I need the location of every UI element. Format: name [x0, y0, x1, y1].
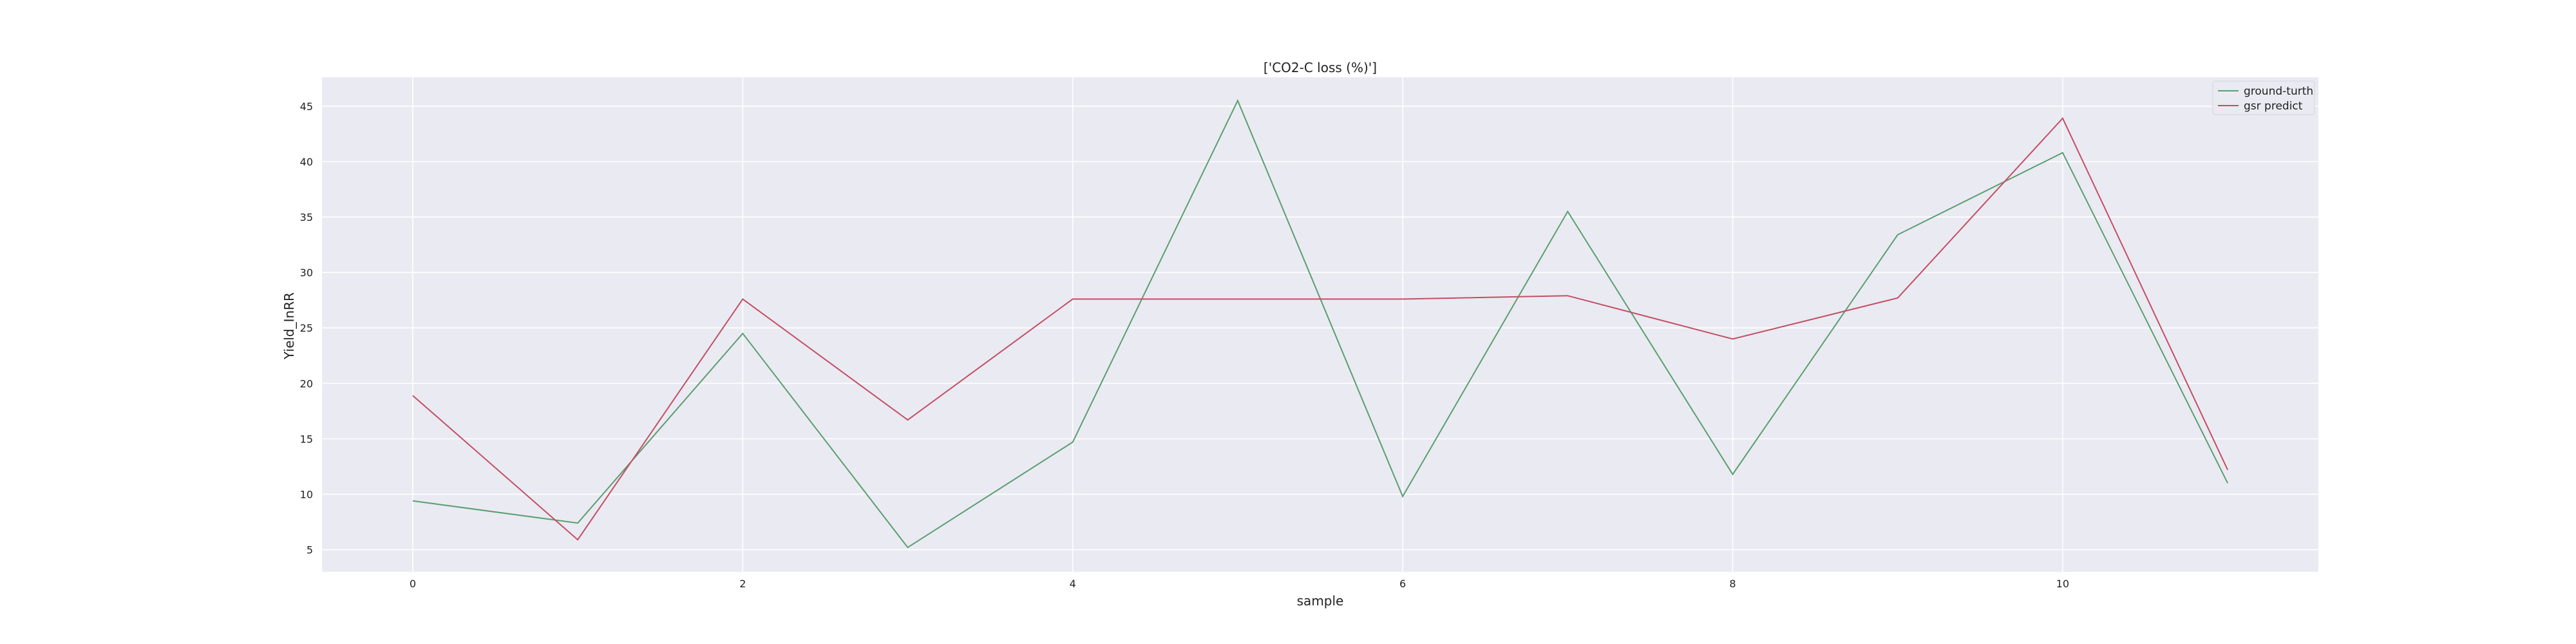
y-axis-label: Yield_InRR: [281, 292, 297, 360]
y-tick-label: 10: [300, 488, 313, 500]
chart-title: ['CO2-C loss (%)']: [1264, 60, 1377, 75]
x-tick-label: 8: [1729, 578, 1736, 590]
plot-area: [322, 77, 2318, 572]
y-tick-label: 30: [300, 267, 313, 279]
x-gridlines: [412, 77, 2063, 572]
y-tick-label: 40: [300, 156, 313, 168]
y-tick-label: 20: [300, 377, 313, 390]
y-tick-label: 15: [300, 433, 313, 445]
y-tick-label: 35: [300, 211, 313, 223]
legend-label-ground-turth: ground-turth: [2244, 85, 2313, 98]
x-tick-label: 4: [1070, 578, 1076, 590]
y-tick-label: 25: [300, 322, 313, 334]
y-gridlines: [322, 105, 2318, 551]
x-tick-label: 6: [1399, 578, 1406, 590]
legend: ground-turth gsr predict: [2212, 80, 2315, 115]
x-tick-labels: 0 2 4 6 8 10: [410, 578, 2069, 590]
legend-label-gsr-predict: gsr predict: [2244, 100, 2303, 113]
series-line-gsr-predict: [412, 117, 2229, 541]
x-tick-label: 10: [2056, 578, 2069, 590]
x-tick-label: 2: [739, 578, 746, 590]
x-tick-label: 0: [410, 578, 416, 590]
x-axis-label: sample: [1297, 593, 1344, 609]
y-tick-labels: 5 10 15 20 25 30 35 40 45: [300, 100, 313, 556]
series-lines: [412, 99, 2229, 549]
y-tick-label: 5: [307, 544, 313, 556]
y-tick-label: 45: [300, 100, 313, 113]
